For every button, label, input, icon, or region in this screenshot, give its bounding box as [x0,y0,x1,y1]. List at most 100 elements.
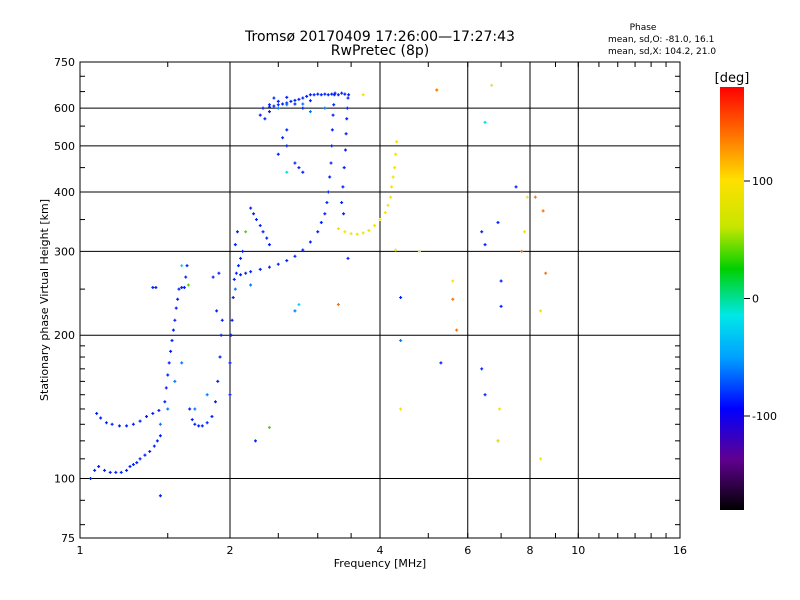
x-axis-label: Frequency [MHz] [334,557,426,570]
axis-ticks: 1 2 4 6 8 10 16 75 100 200 300 400 500 600 750 [54,56,687,557]
data-point [267,103,271,107]
colorbar-tick-label: 0 [752,293,759,306]
y-tick-label: 400 [54,186,75,199]
data-point [316,230,320,234]
colorbar-unit-label: [deg] [715,71,750,86]
data-point [539,457,543,461]
data-point [110,422,114,426]
data-point [258,224,262,228]
data-point [170,338,174,342]
data-point [138,457,142,461]
data-point [336,93,340,97]
data-point [95,411,99,415]
data-point [261,230,265,234]
data-point [261,106,265,110]
data-point [330,144,334,148]
data-point [234,271,238,275]
data-point [312,93,316,97]
data-point [281,102,285,106]
data-point [480,230,484,234]
data-point [355,232,359,236]
data-point [390,185,394,189]
data-point [520,249,524,253]
data-point [332,93,336,97]
data-point [297,303,301,307]
data-point [276,106,280,110]
data-point [157,408,161,412]
data-point [394,152,398,156]
data-point [138,419,142,423]
data-point [293,254,297,258]
data-point [483,120,487,124]
data-point [301,170,305,174]
data-point [167,361,171,365]
data-point [342,166,346,170]
data-point [228,361,232,365]
data-point [285,259,289,263]
data-point [163,400,167,404]
data-point [236,264,240,268]
data-point [193,422,197,426]
data-point [378,218,382,222]
data-point [249,206,253,210]
data-point [267,110,271,114]
data-point [293,102,297,106]
data-point [544,271,548,275]
data-point [301,96,305,100]
plot-area: 1 2 4 6 8 10 16 75 100 200 300 400 500 600 750 [54,56,687,557]
phase-stats-heading: Phase [630,23,657,33]
data-point [345,117,349,121]
data-point [499,304,503,308]
data-point [211,275,215,279]
data-point [239,256,243,260]
data-point [99,416,103,420]
colorbar-tick-label: -100 [752,410,777,423]
data-point [205,393,209,397]
y-tick-label: 500 [54,140,75,153]
data-point [180,285,184,289]
data-point [514,185,518,189]
data-point [323,106,327,110]
y-tick-label: 600 [54,102,75,115]
phase-stats-x: mean, sd,X: 104.2, 21.0 [608,47,716,57]
data-point [119,470,123,474]
data-point [131,422,135,426]
data-point [231,296,235,300]
data-point [267,243,271,247]
data-point [171,328,175,332]
data-point [148,449,152,453]
data-point [276,152,280,156]
data-point [166,407,170,411]
data-point [285,170,289,174]
data-point [151,411,155,415]
data-point [297,166,301,170]
data-point [496,439,500,443]
data-point [361,93,365,97]
data-point [393,166,397,170]
data-point [285,103,289,107]
x-tick-label: 6 [464,544,471,557]
data-point [215,309,219,313]
data-point [483,393,487,397]
x-tick-label: 10 [571,544,585,557]
x-tick-label: 16 [673,544,687,557]
data-point [344,132,348,136]
data-point [193,407,197,411]
data-point [490,83,494,87]
data-point [328,175,332,179]
data-point [177,287,181,291]
data-point [285,144,289,148]
data-point [340,91,344,95]
data-point [285,95,289,99]
data-point [346,256,350,260]
data-point [367,228,371,232]
data-point [188,407,192,411]
data-point [263,117,267,121]
data-point [230,318,234,322]
data-point [325,201,329,205]
data-point [326,190,330,194]
data-point [232,277,236,281]
data-point [451,297,455,301]
phase-colorbar: [deg] 100 0 -100 [715,71,777,510]
